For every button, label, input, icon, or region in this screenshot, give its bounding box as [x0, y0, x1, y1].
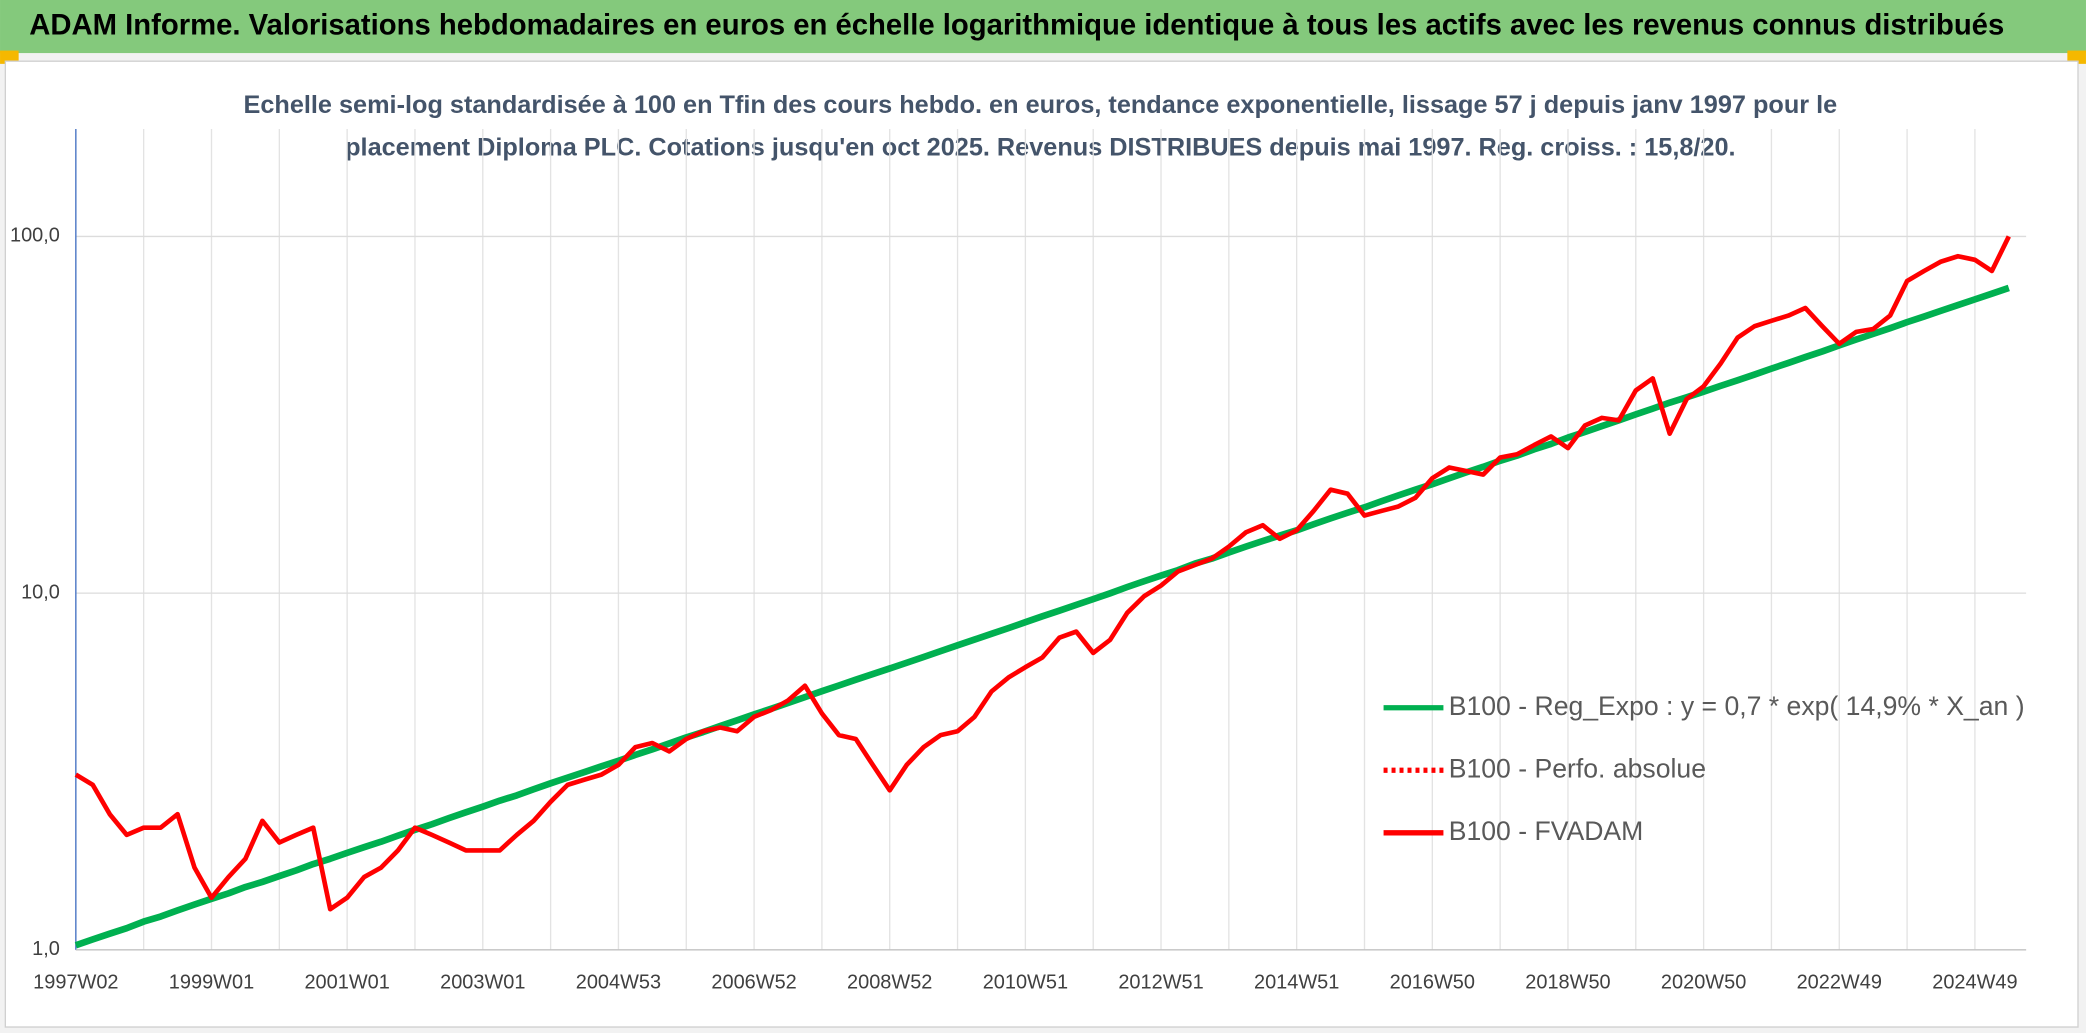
x-tick-label: 1997W02: [33, 971, 118, 993]
x-tick-label: 2022W49: [1797, 971, 1882, 993]
title-bar: [0, 0, 2086, 54]
legend-label: B100 - FVADAM: [1449, 816, 1644, 846]
y-tick-label: 100,0: [10, 225, 60, 247]
chart-subtitle: placement Diploma PLC. Cotations jusqu'e…: [345, 134, 1735, 162]
y-tick-label: 10,0: [21, 581, 60, 603]
x-tick-label: 2001W01: [304, 971, 389, 993]
x-tick-label: 2012W51: [1118, 971, 1203, 993]
x-tick-label: 2008W52: [847, 971, 932, 993]
x-tick-label: 2003W01: [440, 971, 525, 993]
x-tick-label: 2006W52: [711, 971, 796, 993]
x-tick-label: 2014W51: [1254, 971, 1339, 993]
chart-area: [4, 60, 2079, 1028]
x-tick-label: 2004W53: [576, 971, 661, 993]
series-line: [74, 235, 2011, 912]
y-tick-label: 1,0: [32, 938, 60, 960]
x-tick-label: 2010W51: [983, 971, 1068, 993]
legend-label: B100 - Reg_Expo : y = 0,7 * exp( 14,9% *…: [1449, 691, 2025, 721]
x-tick-label: 2020W50: [1661, 971, 1746, 993]
x-tick-label: 2018W50: [1525, 971, 1610, 993]
chart-title: ADAM Informe. Valorisations hebdomadaire…: [29, 9, 2004, 41]
x-tick-label: 2016W50: [1390, 971, 1475, 993]
legend-label: B100 - Perfo. absolue: [1449, 753, 1706, 783]
chart-subtitle: Echelle semi-log standardisée à 100 en T…: [243, 91, 1837, 119]
x-tick-label: 1999W01: [169, 971, 254, 993]
x-tick-label: 2024W49: [1932, 971, 2017, 993]
